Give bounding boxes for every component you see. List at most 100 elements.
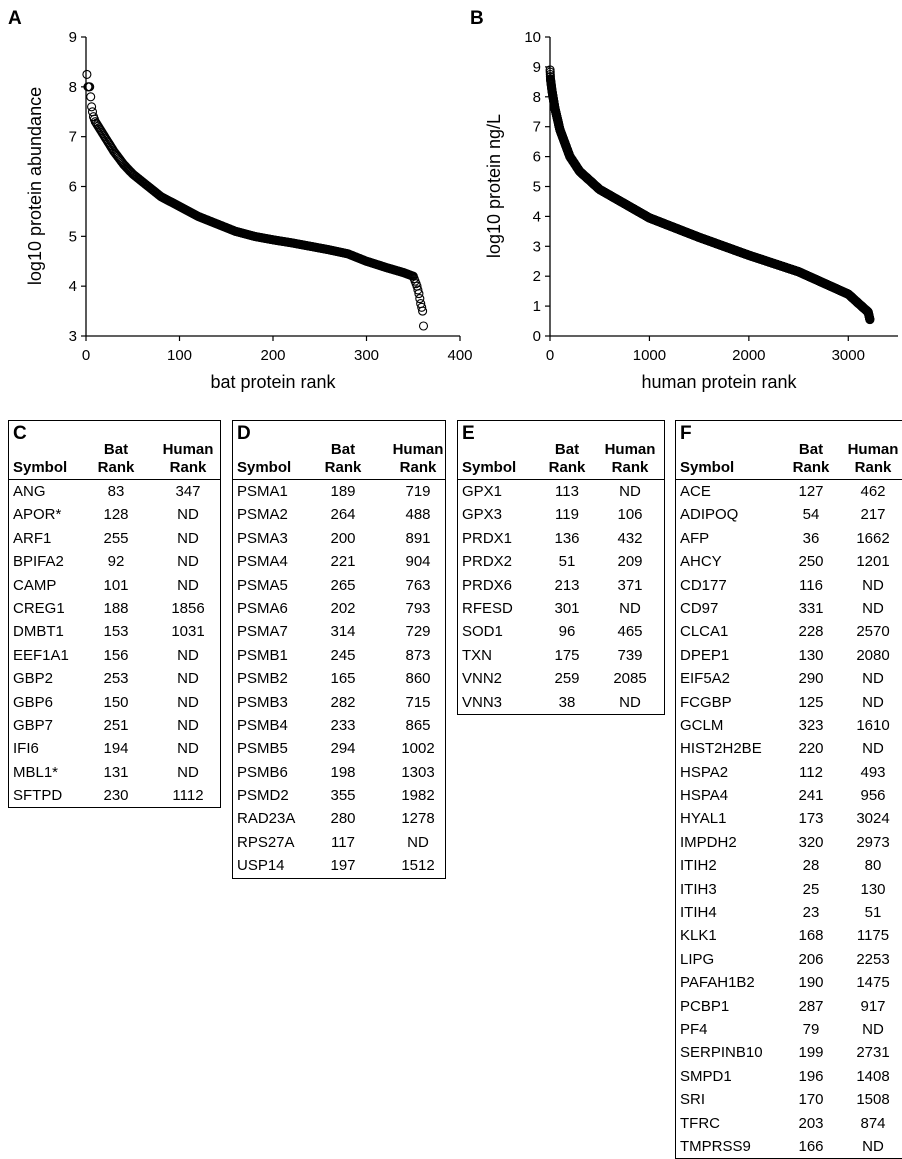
cell-bat-rank: 165 [330, 670, 356, 688]
table-row: CD177 116 ND [676, 574, 902, 597]
cell-human-rank: 763 [405, 576, 431, 594]
x-tick-label: 100 [167, 347, 192, 364]
table-header: C Symbol Bat Rank Human Rank [9, 421, 220, 480]
y-tick-label: 5 [533, 179, 541, 196]
data-point [418, 306, 428, 316]
table-row: RFESD 301 ND [458, 597, 664, 620]
table-letter: F [680, 423, 692, 444]
y-tick-label: 1 [533, 298, 541, 315]
cell-bat-rank: 136 [554, 529, 580, 547]
table-row: MBL1* 131 ND [9, 761, 220, 784]
cell-human-rank: 493 [860, 763, 886, 781]
table-row: APOR* 128 ND [9, 503, 220, 526]
cell-bat-rank: 150 [103, 693, 129, 711]
header-symbol: Symbol [237, 459, 292, 476]
x-tick-label: 300 [354, 347, 379, 364]
cell-bat-rank: 188 [103, 599, 129, 617]
cell-human-rank: ND [177, 693, 199, 711]
cell-human-rank: 106 [617, 506, 643, 524]
cell-human-rank: 715 [405, 693, 431, 711]
cell-bat-rank: 202 [330, 599, 356, 617]
cell-bat-rank: 355 [330, 787, 356, 805]
table-row: ARF1 255 ND [9, 527, 220, 550]
cell-bat-rank: 259 [554, 670, 580, 688]
cell-symbol: HIST2H2BE [680, 740, 762, 758]
cell-bat-rank: 264 [330, 506, 356, 524]
table-f: F Symbol Bat Rank Human Rank ACE 127 462 ADIPOQ 54… [675, 420, 902, 1159]
data-point [415, 294, 425, 304]
cell-symbol: CREG1 [13, 599, 65, 617]
cell-human-rank: 51 [864, 904, 882, 922]
table-row: HSPA4 241 956 [676, 784, 902, 807]
table-row: ADIPOQ 54 217 [676, 503, 902, 526]
cell-human-rank: 488 [405, 506, 431, 524]
x-tick-label: 0 [82, 347, 90, 364]
cell-human-rank: ND [862, 599, 884, 617]
table-row: GBP6 150 ND [9, 691, 220, 714]
cell-bat-rank: 320 [798, 833, 824, 851]
cell-bat-rank: 51 [558, 553, 576, 571]
cell-bat-rank: 112 [799, 763, 823, 781]
y-tick-label: 10 [524, 29, 541, 46]
cell-human-rank: ND [177, 670, 199, 688]
cell-symbol: TMPRSS9 [680, 1137, 751, 1155]
table-row: PSMA2 264 488 [233, 503, 445, 526]
x-tick-label: 200 [260, 347, 285, 364]
cell-human-rank: 462 [860, 483, 886, 500]
cell-symbol: DMBT1 [13, 623, 64, 641]
cell-bat-rank: 23 [802, 904, 820, 922]
cell-bat-rank: 213 [554, 576, 580, 594]
table-row: ACE 127 462 [676, 480, 902, 503]
cell-symbol: ARF1 [13, 529, 52, 547]
cell-symbol: RFESD [462, 599, 513, 617]
cell-bat-rank: 294 [330, 740, 356, 758]
data-point [82, 69, 92, 79]
cell-bat-rank: 255 [103, 529, 129, 547]
cell-symbol: CAMP [13, 576, 57, 594]
cell-symbol: ANG [13, 483, 46, 500]
table-d: D Symbol Bat Rank Human Rank PSMA1 189 719 PSMA2 2… [232, 420, 446, 879]
cell-symbol: APOR* [13, 506, 62, 524]
cell-symbol: PSMB2 [237, 670, 288, 688]
cell-human-rank: 1856 [171, 599, 205, 617]
chart-b: B 0 1 2 3 4 5 6 7 8 9 10 0 1000 2000 3000 log10 protein … [470, 8, 898, 392]
cell-symbol: PF4 [680, 1020, 708, 1038]
table-row: SMPD1 196 1408 [676, 1065, 902, 1088]
table-row: PRDX2 51 209 [458, 550, 664, 573]
table-row: SERPINB10 199 2731 [676, 1041, 902, 1064]
cell-symbol: EIF5A2 [680, 670, 731, 688]
cell-human-rank: 2973 [856, 833, 890, 851]
y-tick-label: 9 [533, 59, 541, 76]
cell-bat-rank: 119 [555, 506, 579, 524]
table-row: PSMA7 314 729 [233, 620, 445, 643]
table-row: HIST2H2BE 220 ND [676, 737, 902, 760]
y-tick-label: 6 [533, 149, 541, 166]
cell-symbol: PSMB1 [237, 646, 288, 664]
cell-human-rank: ND [177, 506, 199, 524]
table-row: PSMA4 221 904 [233, 550, 445, 573]
table-row: KLK1 168 1175 [676, 924, 902, 947]
table-row: GPX3 119 106 [458, 503, 664, 526]
cell-bat-rank: 168 [798, 927, 824, 945]
cell-bat-rank: 54 [802, 506, 820, 524]
cell-bat-rank: 113 [555, 483, 579, 500]
cell-human-rank: ND [177, 529, 199, 547]
table-header: D Symbol Bat Rank Human Rank [233, 421, 445, 480]
cell-bat-rank: 198 [330, 763, 356, 781]
table-row: CAMP 101 ND [9, 574, 220, 597]
table-row: TMPRSS9 166 ND [676, 1135, 902, 1158]
cell-bat-rank: 125 [798, 693, 824, 711]
cell-bat-rank: 128 [103, 506, 129, 524]
cell-human-rank: 873 [405, 646, 431, 664]
data-point [86, 92, 96, 102]
data-point [417, 302, 427, 312]
cell-human-rank: ND [177, 716, 199, 734]
header-symbol: Symbol [13, 459, 68, 476]
cell-symbol: GPX3 [462, 506, 503, 524]
y-axis-title: log10 protein abundance [25, 87, 45, 285]
cell-human-rank: 739 [617, 646, 643, 664]
cell-symbol: GCLM [680, 716, 724, 734]
table-row: ANG 83 347 [9, 480, 220, 503]
cell-bat-rank: 282 [330, 693, 356, 711]
cell-bat-rank: 265 [330, 576, 356, 594]
